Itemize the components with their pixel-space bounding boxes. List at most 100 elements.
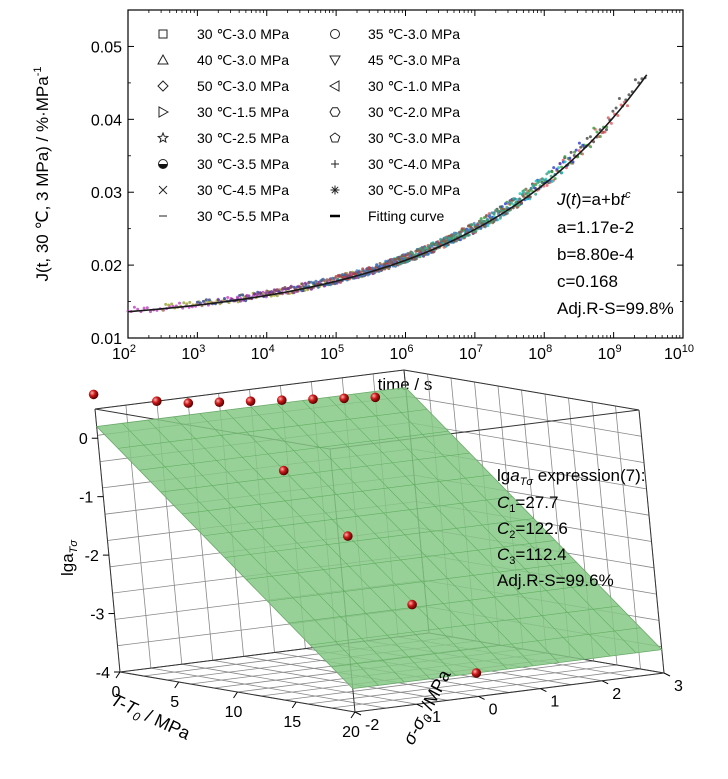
data-point	[468, 228, 472, 232]
grid-line	[284, 660, 594, 701]
data-point	[414, 252, 418, 256]
legend-item: 30 ℃-3.5 MPa	[158, 156, 289, 172]
data-point	[515, 198, 519, 201]
x-axis-label-3d: T-T0 / MPa	[107, 690, 195, 747]
legend: 30 ℃-3.0 MPa 35 ℃-3.0 MPa 40 ℃-3.0 MPa 45 ℃…	[156, 26, 460, 224]
grid-line	[307, 664, 618, 705]
data-point	[132, 305, 136, 309]
data-point	[378, 262, 382, 265]
y-axis-label: J(t, 30 ℃, 3 MPa) / %·MPa-1	[32, 67, 52, 282]
x-tick	[350, 711, 356, 719]
data-point	[560, 171, 564, 175]
data-point	[312, 281, 315, 285]
data-point	[413, 257, 417, 261]
data-point	[577, 141, 581, 145]
data-point	[341, 273, 344, 276]
x-tick-label: 5	[170, 694, 179, 711]
data-point	[498, 216, 502, 220]
data-point	[609, 121, 613, 125]
data-point	[389, 260, 393, 264]
x-tick-label: 10	[225, 704, 243, 721]
legend-symbol	[156, 131, 170, 144]
data-point	[488, 213, 492, 217]
data-point	[500, 205, 504, 209]
data-point-3d	[277, 395, 287, 406]
data-point	[480, 221, 484, 225]
legend-label: 30 ℃-2.5 MPa	[197, 130, 289, 146]
legend-symbol	[158, 185, 168, 195]
data-point	[307, 281, 311, 285]
data-point	[170, 302, 174, 306]
data-point	[226, 296, 230, 299]
data-point	[485, 218, 489, 222]
expression-line: C2=122.6	[497, 519, 568, 541]
data-point	[325, 278, 329, 282]
data-point-3d	[183, 398, 194, 408]
legend-item: 30 ℃-3.0 MPa	[158, 26, 289, 42]
data-point	[619, 103, 623, 107]
box-edge	[403, 369, 640, 411]
data-point	[563, 160, 567, 164]
box-edge	[354, 672, 665, 713]
data-point	[522, 195, 526, 198]
data-point	[540, 177, 544, 181]
surface-grid-line	[331, 627, 641, 668]
legend-item: 30 ℃-2.0 MPa	[329, 104, 460, 120]
x-tick-label: 15	[283, 714, 301, 731]
data-point	[207, 298, 211, 302]
legend-label: 30 ℃-1.0 MPa	[368, 78, 460, 94]
data-point	[579, 145, 583, 149]
y-tick	[478, 695, 485, 700]
data-point	[534, 192, 538, 196]
data-point	[428, 244, 431, 248]
box-edge	[94, 408, 121, 673]
x-tick-label: 108	[528, 343, 552, 363]
legend-symbol-fill	[158, 164, 168, 169]
data-point	[432, 250, 435, 254]
data-point	[396, 257, 400, 260]
data-point	[164, 302, 168, 306]
y-tick-label: -2	[365, 717, 379, 734]
data-point	[321, 277, 325, 281]
data-point	[374, 266, 378, 270]
y-tick-label: -1	[427, 709, 441, 726]
legend-item: 30 ℃-5.0 MPa	[330, 182, 460, 198]
fit-adj-rs: Adj.R-S=99.8%	[557, 299, 674, 318]
grid-line	[408, 422, 645, 463]
data-point	[550, 180, 554, 183]
expression-lines: C1=27.7 C2=122.6 C3=112.4 Adj.R-S=99.6%	[497, 493, 614, 590]
y-tick-label: 3	[674, 678, 683, 695]
x-tick-label: 102	[112, 343, 136, 363]
z-tick-label: 0	[79, 431, 88, 448]
data-point	[283, 285, 287, 289]
data-point	[528, 189, 531, 193]
data-point	[528, 195, 532, 199]
data-point	[484, 215, 488, 218]
z-tick-label: -2	[85, 548, 99, 565]
legend-label: Fitting curve	[368, 208, 444, 224]
y-tick	[663, 672, 671, 677]
data-point	[611, 109, 615, 113]
data-point	[443, 236, 447, 240]
legend-symbol	[157, 80, 169, 92]
data-point	[595, 130, 599, 134]
data-point	[247, 294, 251, 298]
expression-line: C1=27.7	[497, 493, 558, 515]
data-point	[461, 236, 465, 240]
data-point	[496, 210, 500, 214]
legend-label: 50 ℃-3.0 MPa	[197, 78, 289, 94]
data-point-3d	[245, 396, 256, 407]
data-point	[479, 217, 483, 221]
data-point	[145, 306, 149, 310]
legend-label: 30 ℃-1.5 MPa	[197, 104, 289, 120]
surface-grid-line	[353, 393, 611, 657]
data-point-3d	[407, 599, 417, 610]
z-tick-label: -4	[96, 665, 110, 682]
data-point	[295, 285, 299, 289]
data-point	[550, 170, 554, 174]
legend-symbol	[330, 29, 340, 39]
data-point	[523, 188, 527, 192]
data-point	[370, 266, 374, 270]
fit-param-b: b=8.80e-4	[557, 245, 634, 264]
